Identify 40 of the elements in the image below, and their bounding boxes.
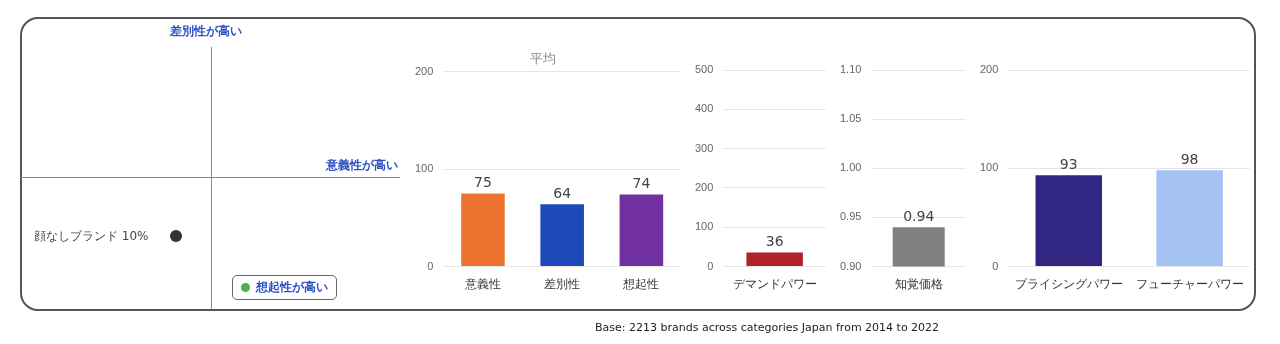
data-label: 64 xyxy=(553,184,572,201)
text: 差別性が高い xyxy=(170,23,242,40)
x-tick-label: 意義性 xyxy=(463,277,501,292)
y-tick-label: 0.90 xyxy=(839,259,862,272)
data-label: 0.94 xyxy=(903,207,935,224)
bar xyxy=(540,204,584,267)
y-tick-label: 0 xyxy=(992,259,999,272)
y-tick-label: 300 xyxy=(694,141,714,154)
x-tick-label: 差別性 xyxy=(544,277,581,292)
y-tick-label: 0 xyxy=(707,259,714,272)
y-tick-label: 100 xyxy=(979,161,999,174)
data-label: 98 xyxy=(1180,150,1199,167)
y-tick-label: 200 xyxy=(979,63,999,76)
text: 顔なしブランド 10% xyxy=(34,228,149,245)
label-box: 想起性が高い xyxy=(232,275,337,300)
bar xyxy=(461,193,505,267)
data-label: 74 xyxy=(632,175,651,192)
data-label: 36 xyxy=(765,233,784,250)
x-tick-label: 知覚価格 xyxy=(894,277,943,292)
y-tick-label: 200 xyxy=(694,180,714,193)
data-label: 75 xyxy=(474,174,492,191)
y-tick-label: 1.05 xyxy=(839,112,862,125)
y-tick-label: 1.10 xyxy=(839,63,862,76)
y-tick-label: 0 xyxy=(427,259,434,272)
y-tick-label: 1.00 xyxy=(839,161,862,174)
bar xyxy=(619,194,664,267)
y-tick-label: 400 xyxy=(694,102,714,115)
data-label: 93 xyxy=(1059,155,1078,172)
text: 意義性が高い xyxy=(326,157,398,174)
y-tick-label: 100 xyxy=(414,162,434,175)
text: Base: 2213 brands across categories Japan from 2014 to 2022 xyxy=(595,321,940,334)
x-tick-label: デマンドパワー xyxy=(732,277,817,292)
x-tick-label: プライシングパワー xyxy=(1014,277,1123,292)
chart-title: 平均 xyxy=(530,51,556,67)
y-tick-label: 200 xyxy=(414,64,434,77)
y-tick-label: 0.95 xyxy=(839,210,862,223)
y-tick-label: 500 xyxy=(694,63,714,76)
y-tick-label: 100 xyxy=(694,220,714,233)
x-tick-label: 想起性 xyxy=(622,277,660,292)
x-tick-label: フューチャーパワー xyxy=(1135,277,1244,292)
